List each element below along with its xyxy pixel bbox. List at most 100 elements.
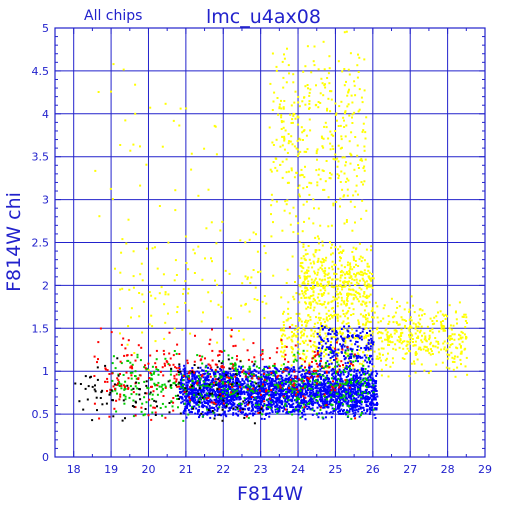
data-point	[355, 370, 358, 372]
data-point	[363, 346, 366, 349]
data-point	[373, 311, 376, 314]
data-point	[193, 393, 196, 396]
data-point	[345, 353, 348, 356]
data-point	[197, 374, 200, 377]
data-point	[366, 408, 369, 411]
data-point	[304, 400, 307, 403]
data-point	[297, 404, 300, 407]
data-point	[332, 352, 335, 355]
data-point	[443, 346, 446, 349]
data-point	[243, 391, 245, 394]
data-point	[148, 323, 151, 326]
data-point	[330, 224, 333, 227]
data-point	[329, 333, 332, 336]
data-point	[324, 332, 327, 335]
data-point	[266, 382, 269, 385]
data-point	[337, 359, 340, 362]
data-point	[316, 148, 319, 151]
data-point	[243, 397, 246, 400]
data-point	[323, 386, 326, 389]
data-point	[360, 217, 363, 220]
data-point	[333, 354, 336, 357]
data-point	[262, 409, 265, 412]
data-point	[254, 402, 257, 405]
data-point	[151, 378, 154, 381]
data-point	[209, 398, 212, 401]
data-point	[456, 322, 458, 325]
data-point	[354, 406, 357, 409]
data-point	[322, 94, 325, 97]
data-point	[268, 379, 271, 382]
data-point	[235, 383, 238, 386]
data-point	[195, 375, 198, 378]
data-point	[309, 262, 312, 265]
data-point	[425, 349, 427, 352]
data-point	[284, 388, 287, 391]
data-point	[130, 307, 133, 310]
data-point	[229, 386, 232, 388]
data-point	[327, 72, 330, 75]
data-point	[178, 124, 181, 127]
data-point	[124, 380, 127, 383]
data-point	[280, 350, 282, 353]
data-point	[228, 409, 231, 412]
data-point	[315, 386, 318, 389]
data-point	[345, 365, 348, 367]
data-point	[262, 390, 265, 393]
data-point	[254, 389, 257, 392]
data-point	[350, 314, 353, 316]
data-point	[371, 307, 374, 310]
data-point	[192, 374, 194, 377]
data-point	[352, 194, 355, 197]
data-point	[236, 391, 239, 394]
data-point	[185, 392, 188, 395]
data-point	[401, 340, 404, 343]
data-point	[251, 392, 254, 395]
data-point	[206, 382, 209, 385]
data-point	[354, 384, 357, 387]
data-point	[216, 400, 219, 403]
data-point	[338, 412, 341, 415]
data-point	[304, 65, 307, 68]
data-point	[227, 402, 230, 405]
data-point	[465, 335, 467, 338]
data-point	[441, 313, 444, 316]
data-point	[429, 341, 432, 344]
data-point	[152, 372, 155, 375]
data-point	[313, 397, 316, 400]
data-point	[119, 144, 122, 146]
data-point	[275, 65, 278, 68]
data-point	[380, 368, 383, 371]
data-point	[428, 338, 431, 341]
data-point	[366, 383, 369, 386]
data-point	[367, 341, 370, 344]
data-point	[281, 135, 284, 138]
data-point	[362, 377, 365, 380]
data-point	[278, 408, 281, 411]
data-point	[372, 402, 375, 405]
data-point	[344, 276, 347, 279]
data-point	[322, 390, 325, 393]
data-point	[322, 188, 325, 191]
data-point	[324, 269, 327, 272]
data-point	[357, 300, 360, 303]
data-point	[299, 150, 302, 153]
data-point	[419, 346, 422, 349]
data-point	[281, 383, 284, 386]
data-point	[201, 362, 204, 365]
data-point	[247, 376, 250, 379]
data-point	[328, 346, 331, 349]
data-point	[300, 399, 303, 402]
data-point	[327, 371, 330, 374]
data-point	[424, 337, 427, 339]
data-point	[328, 177, 331, 179]
data-point	[274, 401, 277, 404]
data-point	[305, 277, 308, 280]
data-point	[287, 64, 290, 67]
data-point	[319, 266, 322, 269]
data-point	[206, 370, 209, 373]
data-point	[341, 156, 344, 159]
data-point	[316, 321, 319, 324]
data-point	[220, 369, 223, 371]
data-point	[186, 384, 189, 387]
